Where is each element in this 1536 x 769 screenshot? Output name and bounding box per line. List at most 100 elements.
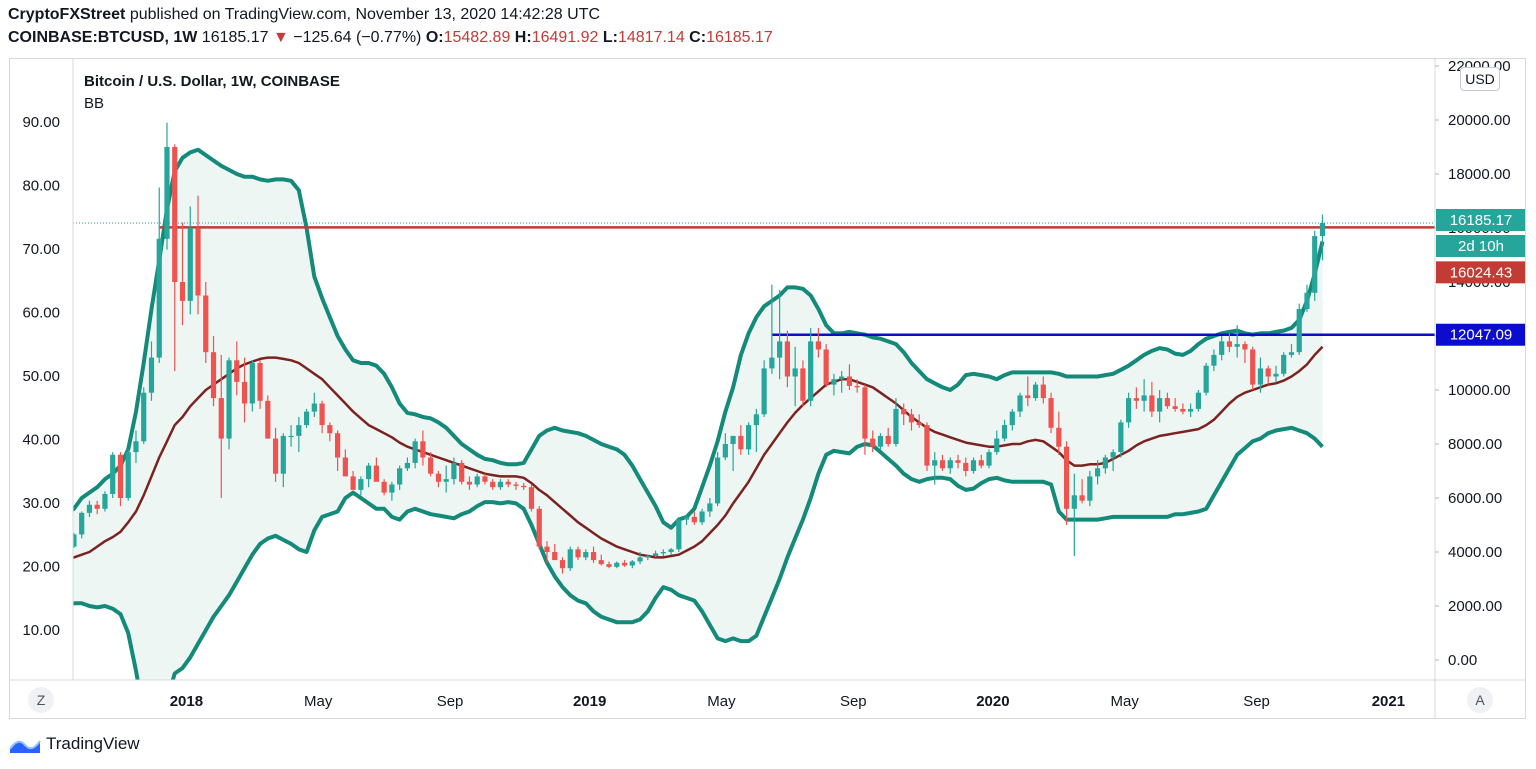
countdown-tag[interactable]: 2d 10h (1436, 235, 1525, 258)
candle[interactable] (924, 422, 930, 471)
candle[interactable] (505, 479, 511, 488)
candle[interactable] (645, 554, 651, 561)
candle[interactable] (474, 473, 480, 488)
publisher-name[interactable]: CryptoFXStreet (8, 6, 126, 23)
candle[interactable] (1250, 346, 1256, 390)
candle[interactable] (1288, 344, 1295, 358)
candle[interactable] (552, 543, 558, 561)
candle[interactable] (714, 452, 721, 507)
candle[interactable] (753, 408, 759, 453)
candle[interactable] (1087, 471, 1093, 507)
candle[interactable] (79, 511, 85, 539)
candle[interactable] (839, 371, 845, 393)
candle[interactable] (195, 195, 201, 315)
candle[interactable] (521, 483, 527, 490)
candle[interactable] (1319, 214, 1326, 261)
candle[interactable] (1188, 403, 1194, 418)
candle[interactable] (1219, 336, 1225, 361)
candle[interactable] (490, 479, 496, 490)
candle[interactable] (947, 457, 953, 474)
candle[interactable] (335, 430, 341, 472)
candle[interactable] (614, 561, 620, 569)
candle[interactable] (939, 454, 946, 471)
candle[interactable] (800, 360, 806, 407)
candle[interactable] (404, 457, 410, 472)
tradingview-brand[interactable]: TradingView (8, 733, 140, 755)
candle[interactable] (1063, 441, 1070, 525)
candle[interactable] (908, 408, 915, 431)
candle[interactable] (932, 452, 938, 485)
candle[interactable] (234, 341, 240, 396)
candle[interactable] (366, 462, 372, 488)
candle[interactable] (1180, 403, 1186, 415)
candle[interactable] (916, 414, 922, 428)
candle[interactable] (110, 452, 116, 498)
candle[interactable] (249, 360, 255, 412)
candle[interactable] (1234, 325, 1240, 358)
candle[interactable] (1296, 303, 1302, 355)
candle[interactable] (86, 500, 93, 517)
candle[interactable] (854, 379, 860, 393)
candle[interactable] (311, 392, 317, 417)
candle[interactable] (575, 546, 581, 561)
candle[interactable] (1141, 379, 1147, 412)
candle[interactable] (102, 491, 108, 512)
candle[interactable] (203, 282, 209, 363)
candle[interactable] (1102, 454, 1108, 474)
candle[interactable] (567, 546, 573, 571)
candle[interactable] (133, 430, 139, 463)
zoom-chip[interactable]: Z (28, 687, 54, 713)
support-tag[interactable]: 12047.09 (1436, 323, 1525, 346)
candle[interactable] (978, 454, 984, 469)
candle[interactable] (56, 547, 61, 555)
candle[interactable] (963, 457, 969, 477)
candle[interactable] (1126, 392, 1132, 428)
candle[interactable] (303, 408, 310, 428)
candle[interactable] (707, 498, 713, 517)
legend-title[interactable]: Bitcoin / U.S. Dollar, 1W, COINBASE (84, 73, 340, 90)
candle[interactable] (691, 511, 697, 526)
candle[interactable] (738, 425, 744, 455)
candle[interactable] (862, 384, 868, 455)
candle[interactable] (1071, 473, 1077, 557)
candle[interactable] (1118, 419, 1124, 458)
candle[interactable] (389, 481, 395, 501)
candle[interactable] (823, 344, 829, 388)
candle[interactable] (1211, 349, 1217, 372)
candle[interactable] (583, 549, 589, 561)
candle[interactable] (761, 360, 767, 417)
candle[interactable] (536, 506, 542, 550)
candle[interactable] (1001, 419, 1008, 442)
candle[interactable] (64, 544, 69, 558)
candle[interactable] (629, 560, 635, 569)
candle[interactable] (1056, 411, 1062, 455)
candle[interactable] (156, 187, 162, 364)
candle[interactable] (319, 400, 325, 434)
candle[interactable] (141, 387, 147, 444)
candle[interactable] (1157, 390, 1163, 423)
candle[interactable] (148, 341, 155, 401)
candle[interactable] (1032, 381, 1039, 401)
candle[interactable] (280, 433, 286, 488)
candle[interactable] (1133, 387, 1139, 409)
candle[interactable] (164, 122, 170, 250)
candle[interactable] (1110, 449, 1116, 471)
candle[interactable] (1281, 352, 1287, 377)
candle[interactable] (1226, 333, 1233, 353)
candle[interactable] (1273, 365, 1279, 382)
candle[interactable] (342, 449, 348, 477)
candle[interactable] (210, 336, 217, 407)
candle[interactable] (226, 357, 232, 450)
candle[interactable] (730, 435, 736, 471)
candle[interactable] (412, 438, 418, 469)
candle[interactable] (125, 449, 131, 501)
candle[interactable] (746, 422, 752, 455)
candle[interactable] (117, 452, 124, 507)
candle[interactable] (606, 561, 612, 569)
candle[interactable] (257, 360, 263, 409)
candle[interactable] (877, 433, 884, 450)
candle[interactable] (660, 549, 666, 557)
candle[interactable] (1265, 365, 1271, 385)
candle[interactable] (970, 457, 977, 474)
candle[interactable] (777, 290, 783, 380)
